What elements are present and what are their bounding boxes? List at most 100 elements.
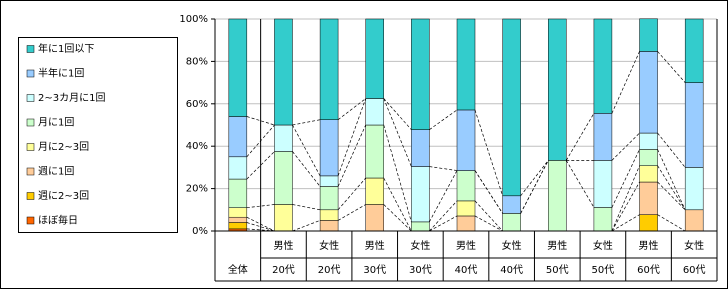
y-tick-label: 80% [186,56,208,67]
x-tick-label: 40代 [500,264,523,276]
connector-line [611,165,640,232]
bar-segment [456,18,476,111]
connector-line [657,149,686,210]
x-tick-label: 50代 [592,264,615,276]
x-tick-label: 60代 [683,264,706,276]
connector-line [611,181,640,232]
bar-segment [365,18,384,99]
legend-swatch [26,143,35,151]
bar-segment [319,175,339,187]
bar-segment [593,207,613,232]
bar-segment [593,18,613,114]
connector-line [246,151,275,180]
bar-segment [502,213,521,232]
bar-segment [365,177,384,205]
connector-line [474,109,503,196]
y-tick-label: 20% [186,184,208,195]
legend-label: 月に1回 [38,117,74,129]
bar-segment [502,18,521,197]
connector-line [611,214,640,232]
bar-segment [228,18,248,117]
connector-line [429,109,458,130]
x-group-label: 男性 [547,239,567,252]
y-tick-label: 0% [192,226,208,237]
connector-line [337,98,366,120]
x-tick-label: 20代 [318,264,341,276]
legend-swatch [26,167,35,176]
legend-box [18,37,178,233]
bar-segment [639,149,658,166]
connector-line [429,200,458,232]
legend-label: 半年に1回 [38,67,84,80]
connector-line [657,214,686,232]
connector-line [657,165,686,210]
connector-line [337,124,367,187]
bar-segment [319,18,339,120]
bar-segment [502,195,521,214]
connector-line [383,124,412,222]
legend-label: ほぼ毎日 [38,214,78,227]
bar-segment [274,124,293,152]
bar-segment [228,156,248,180]
x-group-label: 男性 [456,239,476,252]
connector-line [337,98,367,176]
legend-label: 2~3カ月に1回 [38,92,105,104]
bar-segment [639,181,658,215]
bar-segment [411,221,430,232]
legend-swatch [26,216,35,225]
y-tick-label: 100% [179,14,208,25]
bar-segment [319,209,339,221]
bar-segment [684,82,704,168]
connector-line [337,177,366,211]
bar-segment [365,204,384,232]
x-group-label: 男性 [639,239,659,252]
y-tick-label: 60% [186,99,208,110]
x-group-label: 女性 [684,239,704,252]
bar-segment [639,214,658,232]
connector-line [657,181,686,211]
x-group-label: 女性 [502,239,522,252]
bar-segment [639,18,658,52]
bar-segment [365,124,384,179]
legend-swatch [26,118,35,127]
bar-segment [228,222,248,230]
connector-line [565,160,595,208]
legend-swatch [26,69,35,78]
x-group-label: 女性 [410,239,430,252]
connector-line [429,215,458,232]
connector-line [657,51,686,83]
legend-label: 週に1回 [38,166,74,178]
x-group-label: 男性 [365,239,385,252]
x-group-label: 男性 [273,239,293,252]
connector-line [292,151,321,187]
bar-segment [411,129,430,167]
connector-line [611,149,640,208]
x-tick-label: 50代 [546,264,569,276]
connector-line [520,160,549,197]
legend-label: 週に2~3回 [38,190,89,202]
bar-segment [456,215,476,232]
bar-segment [456,170,476,202]
bar-segment [548,160,567,232]
connector-line [383,98,412,130]
bar-segment [228,116,248,158]
x-tick-label: 40代 [455,264,478,276]
bar-segment [593,113,613,161]
legend-swatch [26,94,35,102]
bar-segment [411,18,430,130]
x-tick-label: 20代 [272,264,295,276]
bar-segment [456,200,476,217]
bar-segment [639,51,658,134]
bar-segment [411,166,430,223]
bar-segment [274,204,293,232]
bar-segment [228,216,248,223]
connector-line [611,51,640,114]
connector-line [565,113,595,161]
connector-line [474,215,503,232]
legend-swatch [26,192,35,200]
bar-segment [319,119,339,177]
legend-swatch [26,45,35,53]
connector-line [657,132,686,168]
bar-segment [548,18,567,161]
